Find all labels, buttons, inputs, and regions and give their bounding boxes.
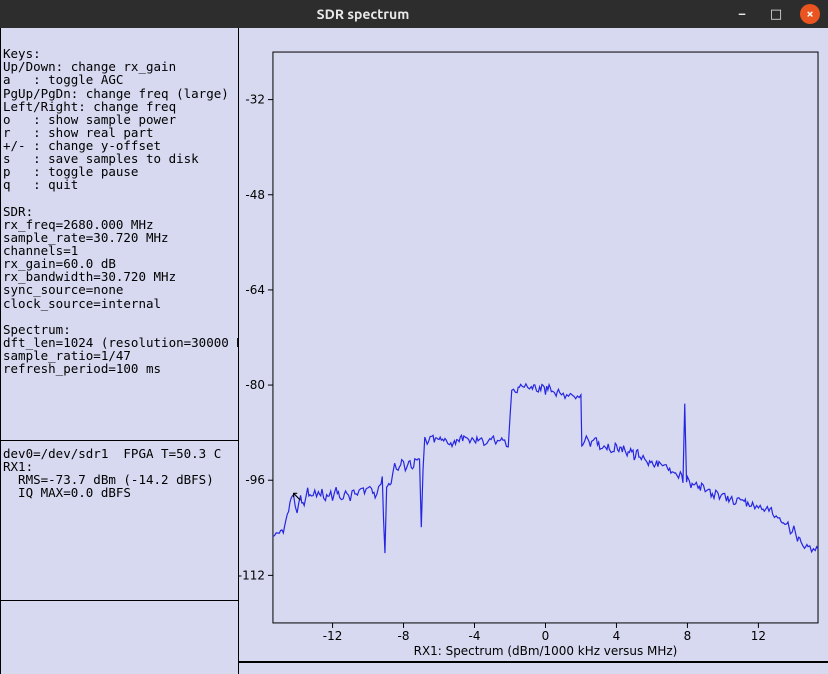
spectrum-chart: -32 -48 -64 -80 -96 -112 -12 -8 -4 0 4 8 12 RX1: Spec… [239, 28, 828, 661]
status-panel: dev0=/dev/sdr1 FPGA T=50.3 C RX1: RMS=-7… [0, 440, 238, 600]
svg-text:0: 0 [542, 629, 550, 643]
svg-text:-96: -96 [245, 473, 265, 487]
app-body: Keys: Up/Down: change rx_gain a : toggle… [0, 28, 828, 674]
svg-text:-32: -32 [245, 93, 265, 107]
empty-panel [0, 600, 238, 674]
svg-text:-80: -80 [245, 378, 265, 392]
keys-q: q : quit [3, 177, 78, 192]
svg-text:-4: -4 [469, 629, 481, 643]
maximize-icon[interactable]: □ [766, 4, 786, 24]
status-iqmax: IQ MAX=0.0 dBFS [3, 485, 131, 500]
bottom-strip [239, 662, 828, 674]
svg-text:RX1: Spectrum (dBm/1000 kHz ve: RX1: Spectrum (dBm/1000 kHz versus MHz) [414, 644, 678, 658]
svg-text:12: 12 [751, 629, 766, 643]
close-icon[interactable]: × [800, 4, 820, 24]
sdr-clock: clock_source=internal [3, 296, 161, 311]
svg-text:-12: -12 [323, 629, 343, 643]
spec-refresh: refresh_period=100 ms [3, 361, 161, 376]
svg-text:-8: -8 [398, 629, 410, 643]
svg-text:-64: -64 [245, 283, 265, 297]
left-column: Keys: Up/Down: change rx_gain a : toggle… [0, 28, 238, 674]
svg-text:4: 4 [613, 629, 621, 643]
minimize-icon[interactable]: – [732, 4, 752, 24]
svg-text:-48: -48 [245, 188, 265, 202]
chart-pane: -32 -48 -64 -80 -96 -112 -12 -8 -4 0 4 8 12 RX1: Spec… [239, 28, 828, 662]
svg-text:8: 8 [684, 629, 692, 643]
status-dev: dev0=/dev/sdr1 FPGA T=50.3 C [3, 446, 221, 461]
right-column: -32 -48 -64 -80 -96 -112 -12 -8 -4 0 4 8 12 RX1: Spec… [238, 28, 828, 674]
window-titlebar: SDR spectrum – □ × [0, 0, 828, 28]
window-title: SDR spectrum [8, 6, 718, 22]
svg-text:-112: -112 [239, 568, 265, 582]
info-panel: Keys: Up/Down: change rx_gain a : toggle… [0, 28, 238, 440]
